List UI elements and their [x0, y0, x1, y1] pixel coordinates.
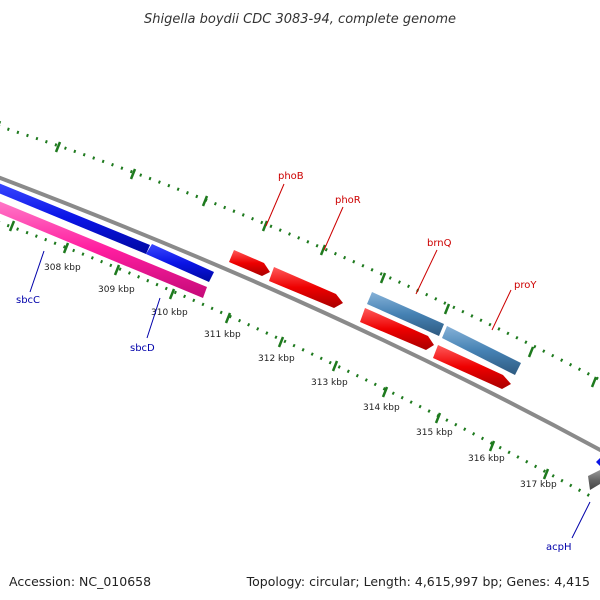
reverse-strand-features [0, 182, 600, 490]
gene-labels: phoB phoR brnQ proY sbcC sbcD acpH [16, 171, 591, 553]
leader-sbcC [29, 250, 45, 293]
inner-major-tick [8, 220, 16, 232]
gene-phoR[interactable] [269, 267, 343, 308]
gene-forward-5[interactable] [360, 308, 434, 350]
outer-major-tick [201, 195, 209, 207]
forward-strand-features [229, 250, 521, 389]
inner-major-ticks [8, 220, 550, 480]
accession-text: Accession: NC_010658 [9, 574, 151, 589]
label-phoB[interactable]: phoB [278, 171, 304, 182]
tick-labels: 308 kbp 309 kbp 310 kbp 311 kbp 312 kbp 313 k… [44, 263, 557, 490]
inner-major-tick [434, 412, 442, 424]
gene-acpH-arrow[interactable] [596, 458, 600, 466]
label-phoR[interactable]: phoR [335, 195, 361, 206]
inner-major-tick [168, 288, 176, 300]
inner-major-tick [381, 386, 389, 398]
gene-forward-6[interactable] [433, 345, 511, 389]
tick-label: 316 kbp [468, 454, 505, 464]
outer-major-tick [54, 141, 62, 153]
outer-ring-dots [0, 125, 600, 382]
tick-label: 311 kbp [204, 330, 241, 340]
tick-label: 312 kbp [258, 354, 295, 364]
label-acpH[interactable]: acpH [546, 542, 572, 553]
tick-label: 308 kbp [44, 263, 81, 273]
inner-ring-dots [0, 221, 591, 498]
outer-major-tick [261, 220, 269, 232]
tick-label: 313 kbp [311, 378, 348, 388]
leader-acpH [571, 501, 591, 539]
genome-summary-text: Topology: circular; Length: 4,615,997 bp… [246, 574, 590, 589]
tick-label: 310 kbp [151, 308, 188, 318]
inner-major-tick [277, 336, 285, 348]
outer-tick-ring [0, 121, 600, 388]
inner-major-tick [62, 242, 70, 254]
inner-major-tick [113, 264, 121, 276]
tick-label: 315 kbp [416, 428, 453, 438]
leader-brnQ [415, 249, 438, 295]
genome-backbone [0, 175, 600, 453]
gene-proY[interactable] [442, 326, 521, 375]
outer-major-ticks [0, 121, 598, 388]
tick-label: 309 kbp [98, 285, 135, 295]
inner-major-tick [224, 312, 232, 324]
outer-major-tick [129, 168, 137, 180]
gene-acpH-body[interactable] [588, 470, 600, 490]
outer-major-tick [527, 346, 535, 358]
map-title: Shigella boydii CDC 3083-94, complete ge… [144, 12, 456, 27]
inner-major-tick [542, 468, 550, 480]
gene-brnQ[interactable] [367, 292, 444, 336]
label-sbcC[interactable]: sbcC [16, 295, 40, 306]
leader-phoB [265, 183, 285, 227]
inner-tick-ring [0, 220, 591, 498]
outer-major-tick [379, 272, 387, 284]
label-brnQ[interactable]: brnQ [427, 238, 452, 249]
gene-sbcD[interactable] [146, 244, 214, 282]
outer-major-tick [590, 376, 598, 388]
leader-sbcD [146, 297, 161, 339]
inner-major-tick [331, 360, 339, 372]
tick-label: 314 kbp [363, 403, 400, 413]
inner-major-tick [488, 440, 496, 452]
tick-label: 317 kbp [520, 480, 557, 490]
leader-phoR [323, 206, 344, 251]
orf-reverse-1[interactable] [0, 200, 207, 298]
label-proY[interactable]: proY [514, 280, 537, 291]
outer-major-tick [443, 303, 451, 315]
label-sbcD[interactable]: sbcD [130, 343, 155, 354]
gene-sbcC[interactable] [0, 182, 150, 254]
outer-major-tick [319, 244, 327, 256]
gene-phoB[interactable] [229, 250, 270, 276]
leader-proY [491, 289, 512, 331]
